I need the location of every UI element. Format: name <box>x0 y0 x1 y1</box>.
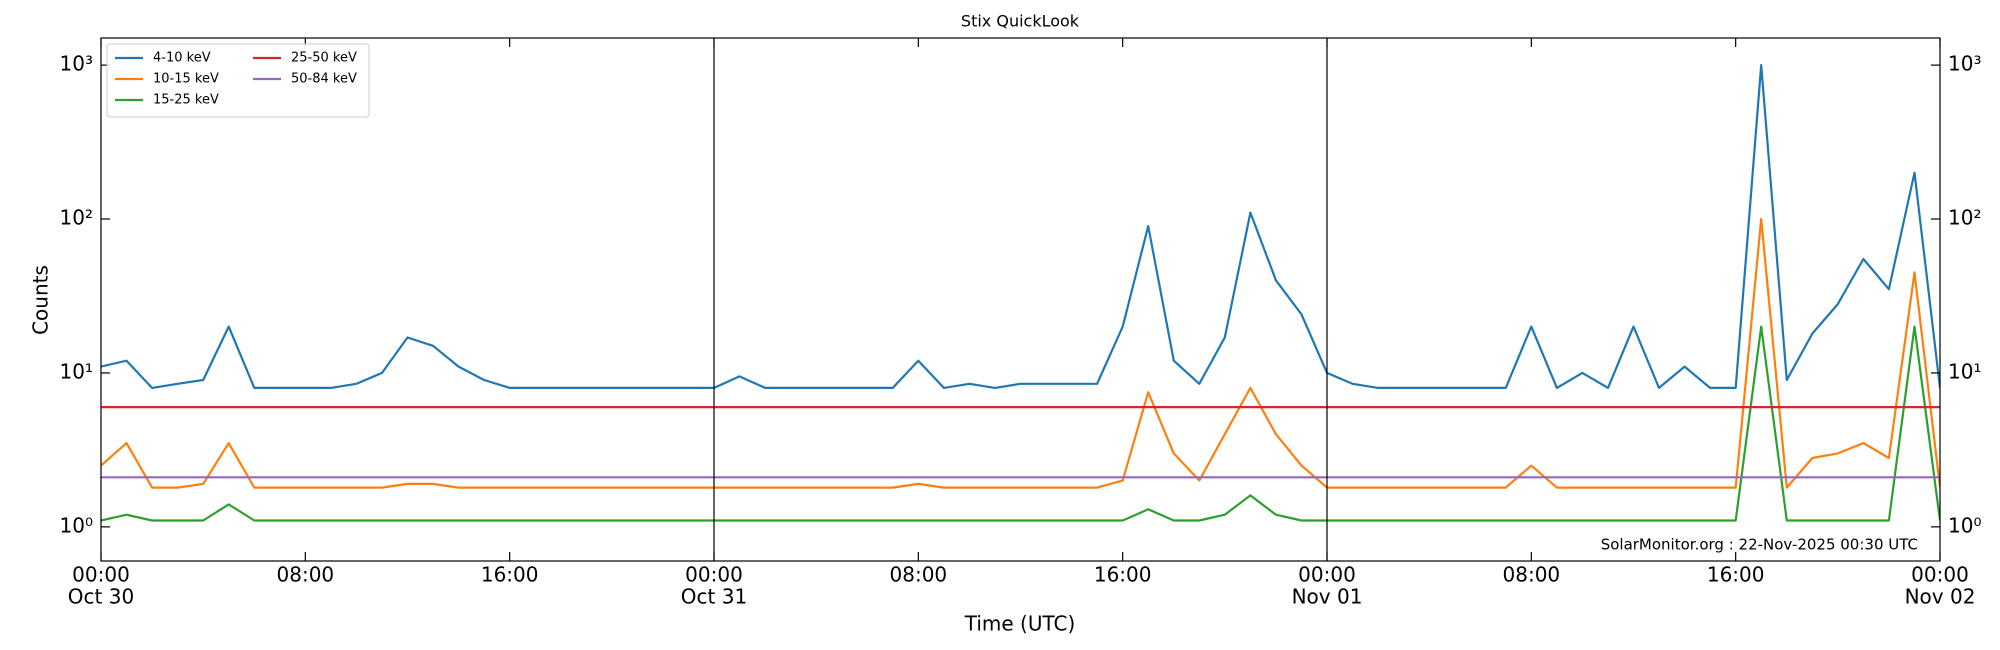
x-tick-label: 16:00 <box>481 563 539 587</box>
y-tick-label: 10³ <box>60 52 93 76</box>
chart-title: Stix QuickLook <box>961 12 1080 31</box>
y-tick-label: 10¹ <box>60 359 93 383</box>
x-tick-label: 16:00 <box>1707 563 1765 587</box>
series-line <box>101 325 1940 522</box>
y-tick-label: 10² <box>60 206 93 230</box>
x-tick-label: 00:00 <box>1911 563 1969 587</box>
legend-box <box>106 43 370 118</box>
y-tick-label: 10⁰ <box>1948 513 1981 537</box>
y-tick-label: 10¹ <box>1948 359 1981 383</box>
legend-label: 10-15 keV <box>153 72 219 87</box>
y-tick-label: 10² <box>1948 206 1981 230</box>
x-tick-label: 08:00 <box>277 563 335 587</box>
annotation: SolarMonitor.org : 22-Nov-2025 00:30 UTC <box>1601 536 1918 554</box>
y-tick-label: 10⁰ <box>60 513 93 537</box>
x-tick-label: 08:00 <box>1503 563 1561 587</box>
y-axis-label: Counts <box>29 265 53 335</box>
series-group <box>101 63 1940 522</box>
x-axis-label: Time (UTC) <box>964 612 1076 636</box>
x-date-label: Oct 30 <box>68 585 134 609</box>
series-line <box>101 217 1940 489</box>
x-tick-label: 00:00 <box>1298 563 1356 587</box>
plot-frame <box>100 37 1941 562</box>
series-line <box>101 63 1940 389</box>
x-date-label: Nov 01 <box>1292 585 1363 609</box>
x-tick-label: 00:00 <box>685 563 743 587</box>
legend-label: 4-10 keV <box>153 51 211 66</box>
x-tick-label: 16:00 <box>1094 563 1152 587</box>
legend-label: 50-84 keV <box>291 72 357 87</box>
x-date-label: Oct 31 <box>681 585 747 609</box>
x-tick-label: 08:00 <box>890 563 948 587</box>
legend-label: 25-50 keV <box>291 51 357 66</box>
y-tick-label: 10³ <box>1948 52 1981 76</box>
x-tick-label: 00:00 <box>72 563 130 587</box>
x-date-label: Nov 02 <box>1905 585 1976 609</box>
legend-label: 15-25 keV <box>153 93 219 108</box>
